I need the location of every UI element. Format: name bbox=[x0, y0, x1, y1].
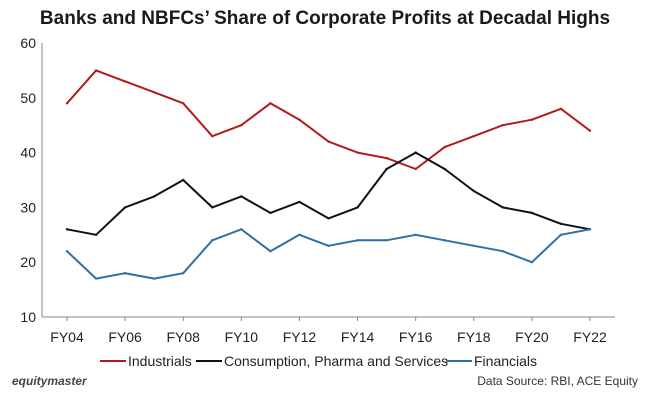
brand-logo: equitymaster bbox=[12, 374, 87, 388]
data-point bbox=[153, 91, 156, 94]
x-tick-label: FY18 bbox=[457, 329, 491, 345]
x-tick-label: FY08 bbox=[166, 329, 200, 345]
x-tick-label: FY06 bbox=[108, 329, 142, 345]
data-point bbox=[588, 228, 592, 231]
data-point bbox=[501, 124, 504, 127]
series-line bbox=[66, 69, 591, 170]
data-point bbox=[123, 272, 127, 275]
series-1 bbox=[65, 151, 592, 236]
data-point bbox=[385, 239, 388, 242]
data-source: Data Source: RBI, ACE Equity bbox=[477, 374, 638, 388]
x-tick-label: FY12 bbox=[283, 329, 317, 345]
data-point bbox=[443, 145, 446, 149]
data-point bbox=[240, 228, 243, 231]
x-tick-label: FY22 bbox=[573, 329, 607, 345]
data-point bbox=[530, 211, 534, 215]
data-point bbox=[559, 107, 563, 111]
data-point bbox=[298, 118, 301, 121]
series-2 bbox=[65, 228, 592, 280]
data-point bbox=[414, 233, 417, 236]
data-point bbox=[588, 129, 592, 132]
x-tick-label: FY04 bbox=[50, 329, 84, 345]
data-point bbox=[240, 195, 243, 198]
data-point bbox=[501, 250, 504, 253]
x-tick-label: FY16 bbox=[399, 329, 433, 345]
data-point bbox=[269, 102, 272, 105]
data-point bbox=[211, 135, 214, 138]
legend-label: Consumption, Pharma and Services bbox=[224, 353, 448, 369]
data-point bbox=[472, 135, 475, 138]
x-tick-label: FY20 bbox=[515, 329, 549, 345]
x-tick-label: FY10 bbox=[225, 329, 259, 345]
chart-title: Banks and NBFCs’ Share of Corporate Prof… bbox=[39, 8, 611, 29]
series-line bbox=[66, 151, 591, 236]
data-point bbox=[211, 239, 214, 242]
data-point bbox=[414, 151, 417, 154]
series-line bbox=[66, 228, 591, 280]
legend-label: Industrials bbox=[128, 353, 192, 369]
data-point bbox=[65, 250, 69, 253]
data-point bbox=[559, 222, 563, 225]
data-point bbox=[65, 228, 69, 231]
data-point bbox=[182, 272, 185, 275]
y-tick-label: 10 bbox=[20, 309, 36, 325]
y-tick-label: 30 bbox=[20, 199, 36, 215]
data-point bbox=[269, 250, 272, 253]
legend: Industrials Consumption, Pharma and Servi… bbox=[100, 353, 537, 369]
data-point bbox=[530, 118, 534, 121]
data-point bbox=[356, 151, 359, 154]
data-point bbox=[240, 124, 243, 127]
data-point bbox=[153, 277, 156, 280]
data-point bbox=[472, 244, 475, 247]
data-point bbox=[559, 233, 563, 236]
data-point bbox=[123, 80, 127, 83]
data-point bbox=[327, 140, 330, 143]
data-point bbox=[327, 217, 330, 220]
data-point bbox=[298, 233, 301, 236]
data-point bbox=[443, 239, 446, 242]
data-point bbox=[414, 167, 417, 171]
data-point bbox=[94, 233, 98, 236]
data-point bbox=[327, 244, 330, 247]
data-point bbox=[211, 206, 214, 209]
data-point bbox=[94, 69, 98, 72]
data-point bbox=[182, 178, 185, 182]
series-lines bbox=[65, 69, 592, 280]
y-tick-label: 60 bbox=[20, 35, 36, 51]
data-point bbox=[153, 195, 156, 198]
data-point bbox=[123, 206, 127, 209]
x-tick-label: FY14 bbox=[341, 329, 375, 345]
data-point bbox=[94, 277, 98, 280]
data-point bbox=[298, 200, 301, 204]
legend-label: Financials bbox=[474, 353, 537, 369]
data-point bbox=[385, 156, 388, 160]
data-point bbox=[530, 261, 534, 264]
y-tick-label: 50 bbox=[20, 90, 36, 106]
data-point bbox=[472, 189, 475, 193]
data-point bbox=[356, 206, 359, 209]
data-point bbox=[65, 102, 69, 105]
data-point bbox=[182, 102, 185, 105]
data-point bbox=[443, 167, 446, 171]
y-tick-label: 20 bbox=[20, 254, 36, 270]
y-tick-label: 40 bbox=[20, 145, 36, 161]
series-0 bbox=[65, 69, 592, 171]
data-point bbox=[501, 206, 504, 209]
data-point bbox=[356, 239, 359, 242]
data-point bbox=[385, 167, 388, 171]
axes: 10 20 30 40 50 60 FY04 FY06 FY08 FY10 FY12 FY14 FY16… bbox=[20, 35, 615, 345]
data-point bbox=[269, 211, 272, 215]
